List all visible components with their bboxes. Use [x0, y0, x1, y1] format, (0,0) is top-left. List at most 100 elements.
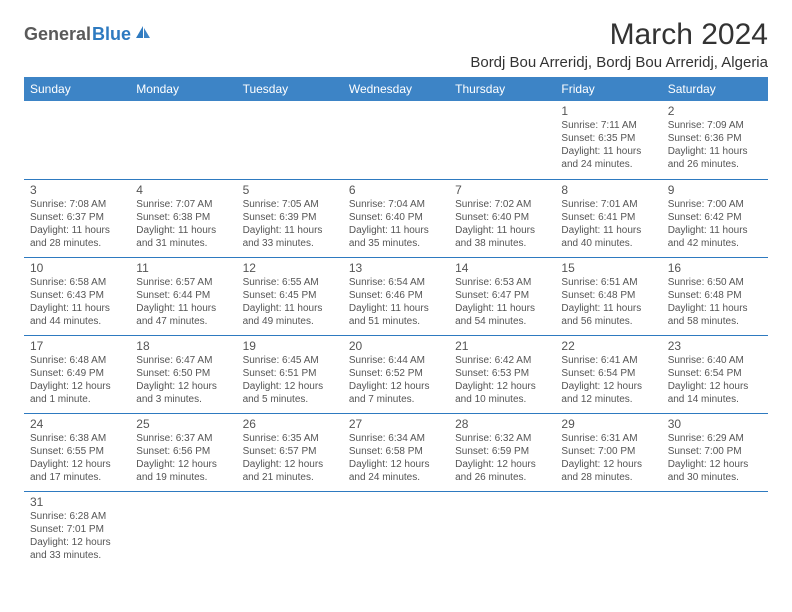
day-info: Sunrise: 6:45 AMSunset: 6:51 PMDaylight:… — [243, 354, 337, 406]
day-number: 15 — [561, 261, 655, 275]
day-info: Sunrise: 6:58 AMSunset: 6:43 PMDaylight:… — [30, 276, 124, 328]
calendar-body: 1Sunrise: 7:11 AMSunset: 6:35 PMDaylight… — [24, 101, 768, 569]
calendar-day-cell: 13Sunrise: 6:54 AMSunset: 6:46 PMDayligh… — [343, 257, 449, 335]
day-number: 17 — [30, 339, 124, 353]
weekday-header: Friday — [555, 77, 661, 101]
day-info: Sunrise: 6:42 AMSunset: 6:53 PMDaylight:… — [455, 354, 549, 406]
day-info: Sunrise: 6:28 AMSunset: 7:01 PMDaylight:… — [30, 510, 124, 562]
weekday-header: Wednesday — [343, 77, 449, 101]
calendar-day-cell: 7Sunrise: 7:02 AMSunset: 6:40 PMDaylight… — [449, 179, 555, 257]
day-number: 19 — [243, 339, 337, 353]
title-block: March 2024 Bordj Bou Arreridj, Bordj Bou… — [470, 18, 768, 71]
calendar-day-cell: 12Sunrise: 6:55 AMSunset: 6:45 PMDayligh… — [237, 257, 343, 335]
calendar-day-cell: 9Sunrise: 7:00 AMSunset: 6:42 PMDaylight… — [662, 179, 768, 257]
page-title: March 2024 — [470, 18, 768, 52]
calendar-day-cell: 6Sunrise: 7:04 AMSunset: 6:40 PMDaylight… — [343, 179, 449, 257]
calendar-day-cell: 4Sunrise: 7:07 AMSunset: 6:38 PMDaylight… — [130, 179, 236, 257]
day-number: 23 — [668, 339, 762, 353]
day-info: Sunrise: 6:29 AMSunset: 7:00 PMDaylight:… — [668, 432, 762, 484]
calendar-day-cell: 20Sunrise: 6:44 AMSunset: 6:52 PMDayligh… — [343, 335, 449, 413]
calendar-empty-cell — [343, 491, 449, 569]
calendar-day-cell: 31Sunrise: 6:28 AMSunset: 7:01 PMDayligh… — [24, 491, 130, 569]
day-number: 28 — [455, 417, 549, 431]
calendar-day-cell: 2Sunrise: 7:09 AMSunset: 6:36 PMDaylight… — [662, 101, 768, 179]
day-number: 8 — [561, 183, 655, 197]
calendar-day-cell: 25Sunrise: 6:37 AMSunset: 6:56 PMDayligh… — [130, 413, 236, 491]
day-number: 21 — [455, 339, 549, 353]
calendar-week-row: 17Sunrise: 6:48 AMSunset: 6:49 PMDayligh… — [24, 335, 768, 413]
calendar-day-cell: 26Sunrise: 6:35 AMSunset: 6:57 PMDayligh… — [237, 413, 343, 491]
calendar-week-row: 1Sunrise: 7:11 AMSunset: 6:35 PMDaylight… — [24, 101, 768, 179]
calendar-day-cell: 3Sunrise: 7:08 AMSunset: 6:37 PMDaylight… — [24, 179, 130, 257]
day-number: 5 — [243, 183, 337, 197]
day-number: 24 — [30, 417, 124, 431]
calendar-empty-cell — [237, 491, 343, 569]
day-info: Sunrise: 6:34 AMSunset: 6:58 PMDaylight:… — [349, 432, 443, 484]
day-number: 12 — [243, 261, 337, 275]
header: General Blue March 2024 Bordj Bou Arreri… — [24, 18, 768, 71]
calendar-day-cell: 11Sunrise: 6:57 AMSunset: 6:44 PMDayligh… — [130, 257, 236, 335]
day-number: 10 — [30, 261, 124, 275]
calendar-empty-cell — [449, 101, 555, 179]
day-info: Sunrise: 6:55 AMSunset: 6:45 PMDaylight:… — [243, 276, 337, 328]
calendar-page: General Blue March 2024 Bordj Bou Arreri… — [0, 0, 792, 587]
calendar-thead: SundayMondayTuesdayWednesdayThursdayFrid… — [24, 77, 768, 101]
weekday-header-row: SundayMondayTuesdayWednesdayThursdayFrid… — [24, 77, 768, 101]
weekday-header: Tuesday — [237, 77, 343, 101]
calendar-week-row: 31Sunrise: 6:28 AMSunset: 7:01 PMDayligh… — [24, 491, 768, 569]
day-info: Sunrise: 7:00 AMSunset: 6:42 PMDaylight:… — [668, 198, 762, 250]
day-info: Sunrise: 7:09 AMSunset: 6:36 PMDaylight:… — [668, 119, 762, 171]
day-number: 11 — [136, 261, 230, 275]
weekday-header: Monday — [130, 77, 236, 101]
calendar-empty-cell — [555, 491, 661, 569]
calendar-day-cell: 8Sunrise: 7:01 AMSunset: 6:41 PMDaylight… — [555, 179, 661, 257]
calendar-day-cell: 30Sunrise: 6:29 AMSunset: 7:00 PMDayligh… — [662, 413, 768, 491]
calendar-table: SundayMondayTuesdayWednesdayThursdayFrid… — [24, 77, 768, 569]
calendar-day-cell: 22Sunrise: 6:41 AMSunset: 6:54 PMDayligh… — [555, 335, 661, 413]
day-number: 9 — [668, 183, 762, 197]
calendar-day-cell: 19Sunrise: 6:45 AMSunset: 6:51 PMDayligh… — [237, 335, 343, 413]
calendar-day-cell: 24Sunrise: 6:38 AMSunset: 6:55 PMDayligh… — [24, 413, 130, 491]
day-info: Sunrise: 7:05 AMSunset: 6:39 PMDaylight:… — [243, 198, 337, 250]
day-info: Sunrise: 7:02 AMSunset: 6:40 PMDaylight:… — [455, 198, 549, 250]
day-info: Sunrise: 6:57 AMSunset: 6:44 PMDaylight:… — [136, 276, 230, 328]
day-number: 18 — [136, 339, 230, 353]
day-number: 31 — [30, 495, 124, 509]
day-number: 26 — [243, 417, 337, 431]
calendar-day-cell: 21Sunrise: 6:42 AMSunset: 6:53 PMDayligh… — [449, 335, 555, 413]
day-number: 22 — [561, 339, 655, 353]
weekday-header: Saturday — [662, 77, 768, 101]
calendar-empty-cell — [130, 491, 236, 569]
calendar-day-cell: 5Sunrise: 7:05 AMSunset: 6:39 PMDaylight… — [237, 179, 343, 257]
day-number: 16 — [668, 261, 762, 275]
day-info: Sunrise: 6:35 AMSunset: 6:57 PMDaylight:… — [243, 432, 337, 484]
day-info: Sunrise: 6:53 AMSunset: 6:47 PMDaylight:… — [455, 276, 549, 328]
day-number: 13 — [349, 261, 443, 275]
day-info: Sunrise: 6:48 AMSunset: 6:49 PMDaylight:… — [30, 354, 124, 406]
calendar-empty-cell — [343, 101, 449, 179]
logo-text-blue: Blue — [92, 24, 131, 45]
calendar-week-row: 10Sunrise: 6:58 AMSunset: 6:43 PMDayligh… — [24, 257, 768, 335]
calendar-empty-cell — [130, 101, 236, 179]
day-number: 25 — [136, 417, 230, 431]
calendar-day-cell: 27Sunrise: 6:34 AMSunset: 6:58 PMDayligh… — [343, 413, 449, 491]
calendar-week-row: 24Sunrise: 6:38 AMSunset: 6:55 PMDayligh… — [24, 413, 768, 491]
day-info: Sunrise: 6:41 AMSunset: 6:54 PMDaylight:… — [561, 354, 655, 406]
day-number: 3 — [30, 183, 124, 197]
day-info: Sunrise: 6:50 AMSunset: 6:48 PMDaylight:… — [668, 276, 762, 328]
day-info: Sunrise: 7:07 AMSunset: 6:38 PMDaylight:… — [136, 198, 230, 250]
day-info: Sunrise: 6:32 AMSunset: 6:59 PMDaylight:… — [455, 432, 549, 484]
day-info: Sunrise: 6:38 AMSunset: 6:55 PMDaylight:… — [30, 432, 124, 484]
day-info: Sunrise: 7:01 AMSunset: 6:41 PMDaylight:… — [561, 198, 655, 250]
day-number: 1 — [561, 104, 655, 118]
calendar-empty-cell — [237, 101, 343, 179]
calendar-day-cell: 16Sunrise: 6:50 AMSunset: 6:48 PMDayligh… — [662, 257, 768, 335]
day-number: 2 — [668, 104, 762, 118]
day-info: Sunrise: 6:37 AMSunset: 6:56 PMDaylight:… — [136, 432, 230, 484]
day-info: Sunrise: 6:40 AMSunset: 6:54 PMDaylight:… — [668, 354, 762, 406]
day-number: 29 — [561, 417, 655, 431]
calendar-day-cell: 1Sunrise: 7:11 AMSunset: 6:35 PMDaylight… — [555, 101, 661, 179]
calendar-day-cell: 28Sunrise: 6:32 AMSunset: 6:59 PMDayligh… — [449, 413, 555, 491]
location-subtitle: Bordj Bou Arreridj, Bordj Bou Arreridj, … — [470, 54, 768, 71]
day-number: 6 — [349, 183, 443, 197]
